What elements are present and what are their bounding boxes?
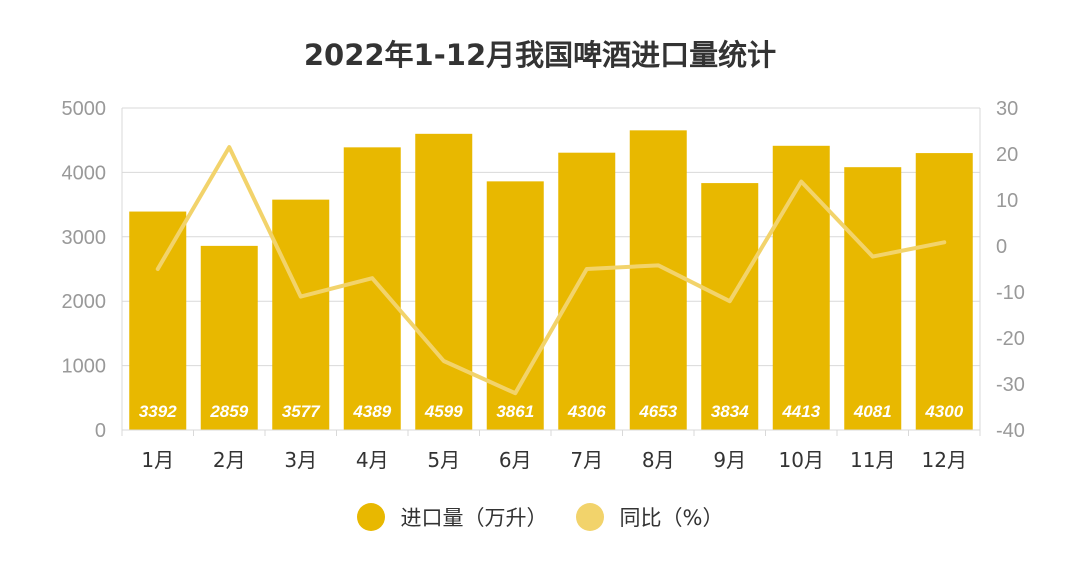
bar — [915, 153, 973, 430]
bar-data-label: 4300 — [924, 402, 963, 421]
y-left-tick-label: 4000 — [62, 162, 107, 184]
bar — [844, 167, 902, 430]
bar — [415, 133, 473, 430]
bar — [129, 211, 187, 430]
x-tick-label: 4月 — [356, 448, 389, 472]
x-tick-label: 12月 — [922, 448, 967, 472]
bar-data-label: 4389 — [352, 402, 391, 421]
y-left-tick-label: 0 — [95, 420, 106, 442]
y-right-tick-label: 10 — [996, 190, 1018, 212]
y-right-tick-label: -10 — [996, 282, 1025, 304]
bar-data-label: 3834 — [711, 402, 749, 421]
bar-data-label: 4653 — [638, 402, 677, 421]
legend-item-yoy: 同比（%） — [575, 502, 724, 532]
bar-data-label: 4599 — [424, 402, 463, 421]
y-right-tick-label: -20 — [996, 328, 1025, 350]
x-tick-label: 1月 — [141, 448, 174, 472]
y-right-tick-label: 30 — [996, 98, 1018, 120]
x-tick-label: 3月 — [284, 448, 317, 472]
x-tick-label: 6月 — [499, 448, 532, 472]
legend-item-import: 进口量（万升） — [356, 502, 548, 532]
y-right-tick-label: -30 — [996, 374, 1025, 396]
bar — [772, 145, 830, 430]
bar — [629, 130, 687, 430]
bar-data-label: 4306 — [567, 402, 606, 421]
bar-data-label: 4081 — [853, 402, 892, 421]
x-tick-label: 2月 — [213, 448, 246, 472]
y-left-tick-label: 5000 — [62, 98, 107, 120]
legend-swatch-yoy — [575, 503, 604, 531]
line-series-yoy — [155, 145, 947, 396]
y-right-tick-label: -40 — [996, 420, 1025, 442]
y-left-tick-label: 2000 — [62, 291, 107, 313]
y-right-tick-label: 0 — [996, 236, 1007, 258]
bar-data-label: 2859 — [209, 402, 248, 421]
bar-data-label: 3861 — [496, 402, 534, 421]
y-right-tick-label: 20 — [996, 144, 1018, 166]
y-left-tick-label: 3000 — [62, 227, 107, 249]
x-tick-label: 10月 — [779, 448, 824, 472]
bar — [200, 245, 258, 430]
legend-label-yoy: 同比（%） — [619, 506, 724, 530]
bar — [343, 147, 401, 431]
y-left-tick-label: 1000 — [62, 356, 107, 378]
x-tick-label: 7月 — [570, 448, 603, 472]
bar-data-label: 3577 — [282, 402, 321, 421]
legend: 进口量（万升） 同比（%） — [0, 502, 1080, 532]
x-tick-label: 9月 — [713, 448, 746, 472]
legend-swatch-import — [356, 503, 385, 531]
chart-title: 2022年1-12月我国啤酒进口量统计 — [303, 38, 777, 72]
bar — [558, 152, 616, 430]
legend-label-import: 进口量（万升） — [400, 506, 548, 530]
bar — [486, 181, 544, 430]
x-tick-label: 5月 — [427, 448, 460, 472]
bar — [272, 199, 330, 430]
x-tick-label: 8月 — [642, 448, 675, 472]
x-tick-label: 11月 — [850, 448, 895, 472]
bar-data-label: 4413 — [781, 402, 820, 421]
bar — [701, 183, 759, 430]
bar-data-label: 3392 — [139, 402, 177, 421]
